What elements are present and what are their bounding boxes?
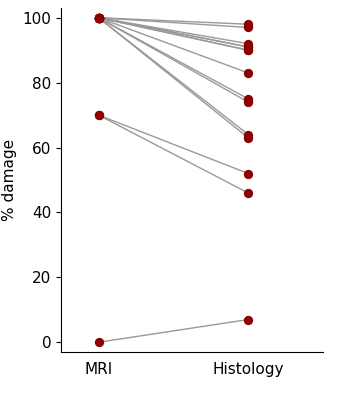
Y-axis label: % damage: % damage — [2, 139, 17, 221]
Point — [96, 14, 101, 21]
Point — [96, 14, 101, 21]
Point — [245, 316, 251, 323]
Point — [245, 70, 251, 76]
Point — [96, 14, 101, 21]
Point — [96, 339, 101, 346]
Point — [96, 14, 101, 21]
Point — [245, 44, 251, 50]
Point — [245, 47, 251, 53]
Point — [96, 14, 101, 21]
Point — [96, 14, 101, 21]
Point — [245, 170, 251, 177]
Point — [96, 14, 101, 21]
Point — [96, 14, 101, 21]
Point — [96, 112, 101, 118]
Point — [96, 14, 101, 21]
Point — [245, 21, 251, 28]
Point — [245, 131, 251, 138]
Point — [245, 40, 251, 47]
Point — [245, 99, 251, 105]
Point — [245, 135, 251, 141]
Point — [96, 14, 101, 21]
Point — [245, 96, 251, 102]
Point — [245, 47, 251, 53]
Point — [245, 190, 251, 196]
Point — [96, 14, 101, 21]
Point — [96, 112, 101, 118]
Point — [245, 24, 251, 31]
Point — [245, 44, 251, 50]
Point — [96, 14, 101, 21]
